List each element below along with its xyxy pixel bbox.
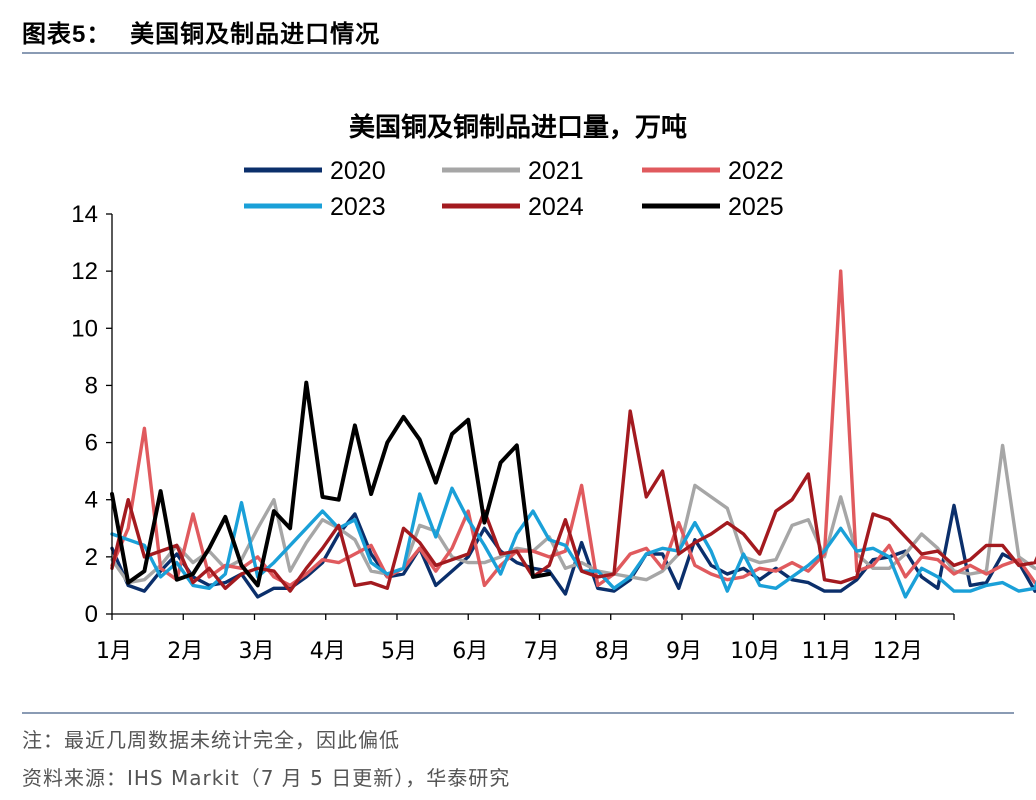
figure-label: 图表: [22, 20, 72, 48]
x-tick-label: 12月: [873, 639, 923, 664]
x-tick-label: 1月: [96, 639, 132, 664]
legend-label-2025: 2025: [728, 193, 784, 221]
legend-label-2023: 2023: [330, 193, 386, 221]
legend-label-2020: 2020: [330, 157, 386, 185]
x-tick-label: 8月: [595, 639, 631, 664]
x-tick-label: 2月: [167, 639, 203, 664]
figure-header: 图表5： 美国铜及制品进口情况: [22, 14, 380, 49]
x-tick-label: 5月: [381, 639, 417, 664]
x-tick-label: 4月: [310, 639, 346, 664]
footnote: 注：最近几周数据未统计完全，因此偏低: [22, 728, 400, 752]
x-tick-label: 7月: [523, 639, 559, 664]
figure-separator: ：: [86, 20, 112, 48]
x-tick-label: 6月: [452, 639, 488, 664]
x-tick-label: 10月: [730, 639, 780, 664]
import-line-chart: 美国铜及铜制品进口量，万吨 2020 2021 2022 2023 2024 2025 0…: [71, 112, 1036, 664]
chart-title: 美国铜及铜制品进口量，万吨: [349, 112, 687, 143]
figure-title: 美国铜及制品进口情况: [130, 20, 381, 48]
x-tick-label: 9月: [666, 639, 702, 664]
series-lines: [110, 269, 1036, 599]
x-tick-label: 11月: [801, 639, 851, 664]
y-tick-label: 0: [85, 601, 98, 628]
footer-rule: [22, 712, 1014, 714]
legend-label-2021: 2021: [528, 157, 584, 185]
series-line-2021: [110, 443, 1036, 585]
y-tick-label: 6: [85, 430, 98, 457]
y-tick-label: 2: [85, 544, 98, 571]
y-tick-label: 4: [85, 487, 98, 514]
chart-axes: 0 2 4 6 8 10 12 14 1月 2月 3月 4月 5月 6月 7月 8月 9月 10月 11月 12月: [71, 201, 955, 664]
y-tick-label: 10: [71, 315, 98, 342]
header-rule: [22, 52, 1014, 54]
series-line-2025: [110, 380, 552, 588]
series-line-2024: [110, 409, 1036, 593]
source-note: 资料来源：IHS Markit（7 月 5 日更新），华泰研究: [22, 766, 511, 790]
legend-label-2022: 2022: [728, 157, 784, 185]
chart-legend: 2020 2021 2022 2023 2024 2025: [244, 157, 784, 221]
y-tick-label: 8: [85, 372, 98, 399]
figure-number: 5: [72, 21, 87, 48]
y-tick-label: 14: [71, 201, 98, 228]
y-tick-label: 12: [71, 258, 98, 285]
x-tick-label: 3月: [238, 639, 274, 664]
legend-label-2024: 2024: [528, 193, 584, 221]
